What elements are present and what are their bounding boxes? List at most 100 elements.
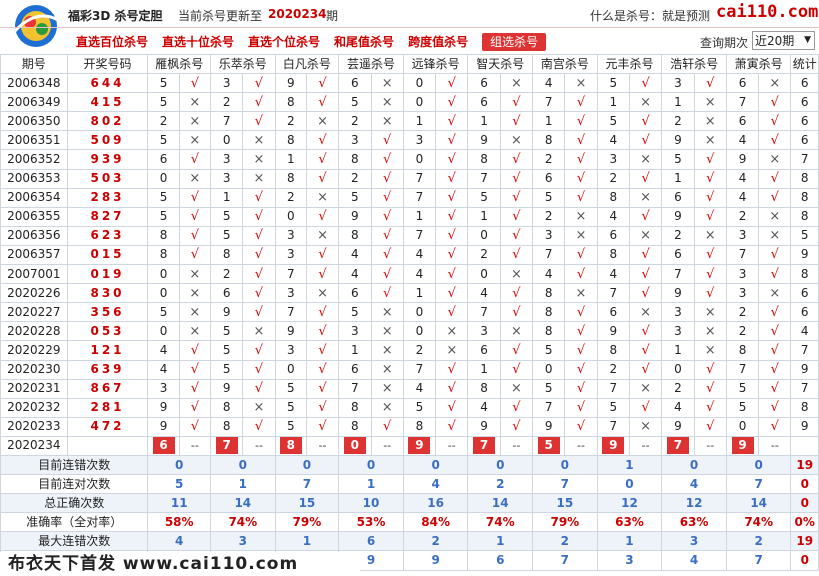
stat-value: 0 xyxy=(402,454,469,476)
period-cell: 2020232 xyxy=(0,397,68,418)
check-icon: √ xyxy=(305,340,340,361)
dash-cell: -- xyxy=(693,435,727,456)
period-cell: 2020234 xyxy=(0,435,68,456)
check-icon: √ xyxy=(758,264,792,285)
kill-number: 4 xyxy=(596,206,630,227)
tab-2[interactable]: 直选个位杀号 xyxy=(248,35,321,49)
cross-icon: × xyxy=(564,283,598,304)
current-kill-badge: 0 xyxy=(343,437,366,455)
kill-number: 4 xyxy=(725,187,760,208)
table-header: 期号 开奖号码 雁枫杀号 乐萃杀号 白凡杀号 芸遥杀号 远锋杀号 智天杀号 南宫杀号 元丰杀号 浩轩… xyxy=(0,53,819,75)
cross-icon: × xyxy=(178,111,212,132)
check-icon: √ xyxy=(305,264,340,285)
draw-number: 415 xyxy=(66,92,149,113)
brand-link[interactable]: cai110.com xyxy=(716,2,819,22)
stat-value: 6 xyxy=(338,531,404,552)
kill-number: 2 xyxy=(725,206,760,227)
kill-number: 3 xyxy=(596,149,630,170)
update-period: 2020234 xyxy=(268,7,327,21)
stat-value: 0 xyxy=(596,474,663,495)
check-icon: √ xyxy=(628,283,663,304)
cross-icon: × xyxy=(628,225,663,246)
kill-number: 5 xyxy=(274,397,307,418)
stat-value: 63% xyxy=(596,512,663,533)
check-icon: √ xyxy=(564,168,598,189)
kill-number: 4 xyxy=(467,283,501,304)
cross-icon: × xyxy=(693,92,727,113)
tab-3[interactable]: 和尾值杀号 xyxy=(334,35,395,49)
stat-value: 79% xyxy=(532,512,598,533)
kill-number: 0 xyxy=(725,416,760,437)
kill-number: 4 xyxy=(402,378,437,399)
draw-number: 281 xyxy=(66,397,149,418)
tab-0[interactable]: 直选百位杀号 xyxy=(76,35,149,49)
cross-icon: × xyxy=(693,130,727,151)
tab-4[interactable]: 跨度值杀号 xyxy=(408,35,469,49)
period-cell: 2020226 xyxy=(0,283,68,304)
kill-number: 7 xyxy=(596,283,630,304)
cross-icon: × xyxy=(758,225,792,246)
kill-number: 5 xyxy=(596,73,630,94)
cross-icon: × xyxy=(370,73,404,94)
period-select[interactable]: 近20期 ▼ xyxy=(752,31,815,50)
kill-number: 3 xyxy=(147,378,180,399)
period-cell: 2006350 xyxy=(0,111,68,132)
check-icon: √ xyxy=(758,378,792,399)
kill-number: 9 xyxy=(147,397,180,418)
kill-number: 7 xyxy=(532,92,566,113)
cross-icon: × xyxy=(305,283,340,304)
cross-icon: × xyxy=(178,321,212,342)
cross-icon: × xyxy=(370,321,404,342)
kill-number: 1 xyxy=(596,92,630,113)
kill-number: 0 xyxy=(402,302,437,323)
check-icon: √ xyxy=(693,416,727,437)
kill-number: 2 xyxy=(661,378,695,399)
cross-icon: × xyxy=(435,321,469,342)
check-icon: √ xyxy=(628,73,663,94)
check-icon: √ xyxy=(178,225,212,246)
stat-label: 总正确次数 xyxy=(0,493,149,514)
stat-row: 目前连错次数 0 0 0 0 0 0 0 1 0 0 19 xyxy=(0,454,819,476)
cross-icon: × xyxy=(499,264,534,285)
check-icon: √ xyxy=(758,397,792,418)
stat-value: 16 xyxy=(402,493,469,514)
cross-icon: × xyxy=(370,111,404,132)
current-kill-badge: 5 xyxy=(537,437,560,455)
cross-icon: × xyxy=(435,340,469,361)
kill-number: 2 xyxy=(147,111,180,132)
kill-number: 7 xyxy=(467,302,501,323)
tab-1[interactable]: 直选十位杀号 xyxy=(162,35,235,49)
kill-number: 0 xyxy=(147,283,180,304)
check-icon: √ xyxy=(435,168,469,189)
kill-number: 8 xyxy=(532,283,566,304)
kill-number: 5 xyxy=(338,302,372,323)
kill-number: 9 xyxy=(661,130,695,151)
column-header: 元丰杀号 xyxy=(596,53,663,75)
kill-number: 6 xyxy=(209,283,244,304)
stat-value: 10 xyxy=(338,493,404,514)
kill-number: 7 xyxy=(402,187,437,208)
check-icon: √ xyxy=(564,187,598,208)
check-icon: √ xyxy=(242,111,276,132)
stat-value: 0 xyxy=(274,454,340,476)
check-icon: √ xyxy=(305,397,340,418)
kill-number: 7 xyxy=(725,359,760,380)
total-cell: 8 xyxy=(790,187,819,208)
kill-number: 5 xyxy=(725,397,760,418)
check-icon: √ xyxy=(178,340,212,361)
cross-icon: × xyxy=(178,264,212,285)
kill-number: 5 xyxy=(532,378,566,399)
check-icon: √ xyxy=(178,359,212,380)
footer-banner: 布衣天下首发 www.cai110.com xyxy=(0,552,360,576)
kill-number: 5 xyxy=(209,321,244,342)
kill-number: 9 xyxy=(209,378,244,399)
check-icon: √ xyxy=(758,416,792,437)
check-icon: √ xyxy=(435,244,469,266)
check-icon: √ xyxy=(499,359,534,380)
tab-5[interactable]: 组选杀号 xyxy=(482,33,547,51)
check-icon: √ xyxy=(564,244,598,266)
kill-number: 7 xyxy=(596,416,630,437)
cross-icon: × xyxy=(370,378,404,399)
kill-number: 7 xyxy=(532,397,566,418)
kill-number: 6 xyxy=(725,73,760,94)
